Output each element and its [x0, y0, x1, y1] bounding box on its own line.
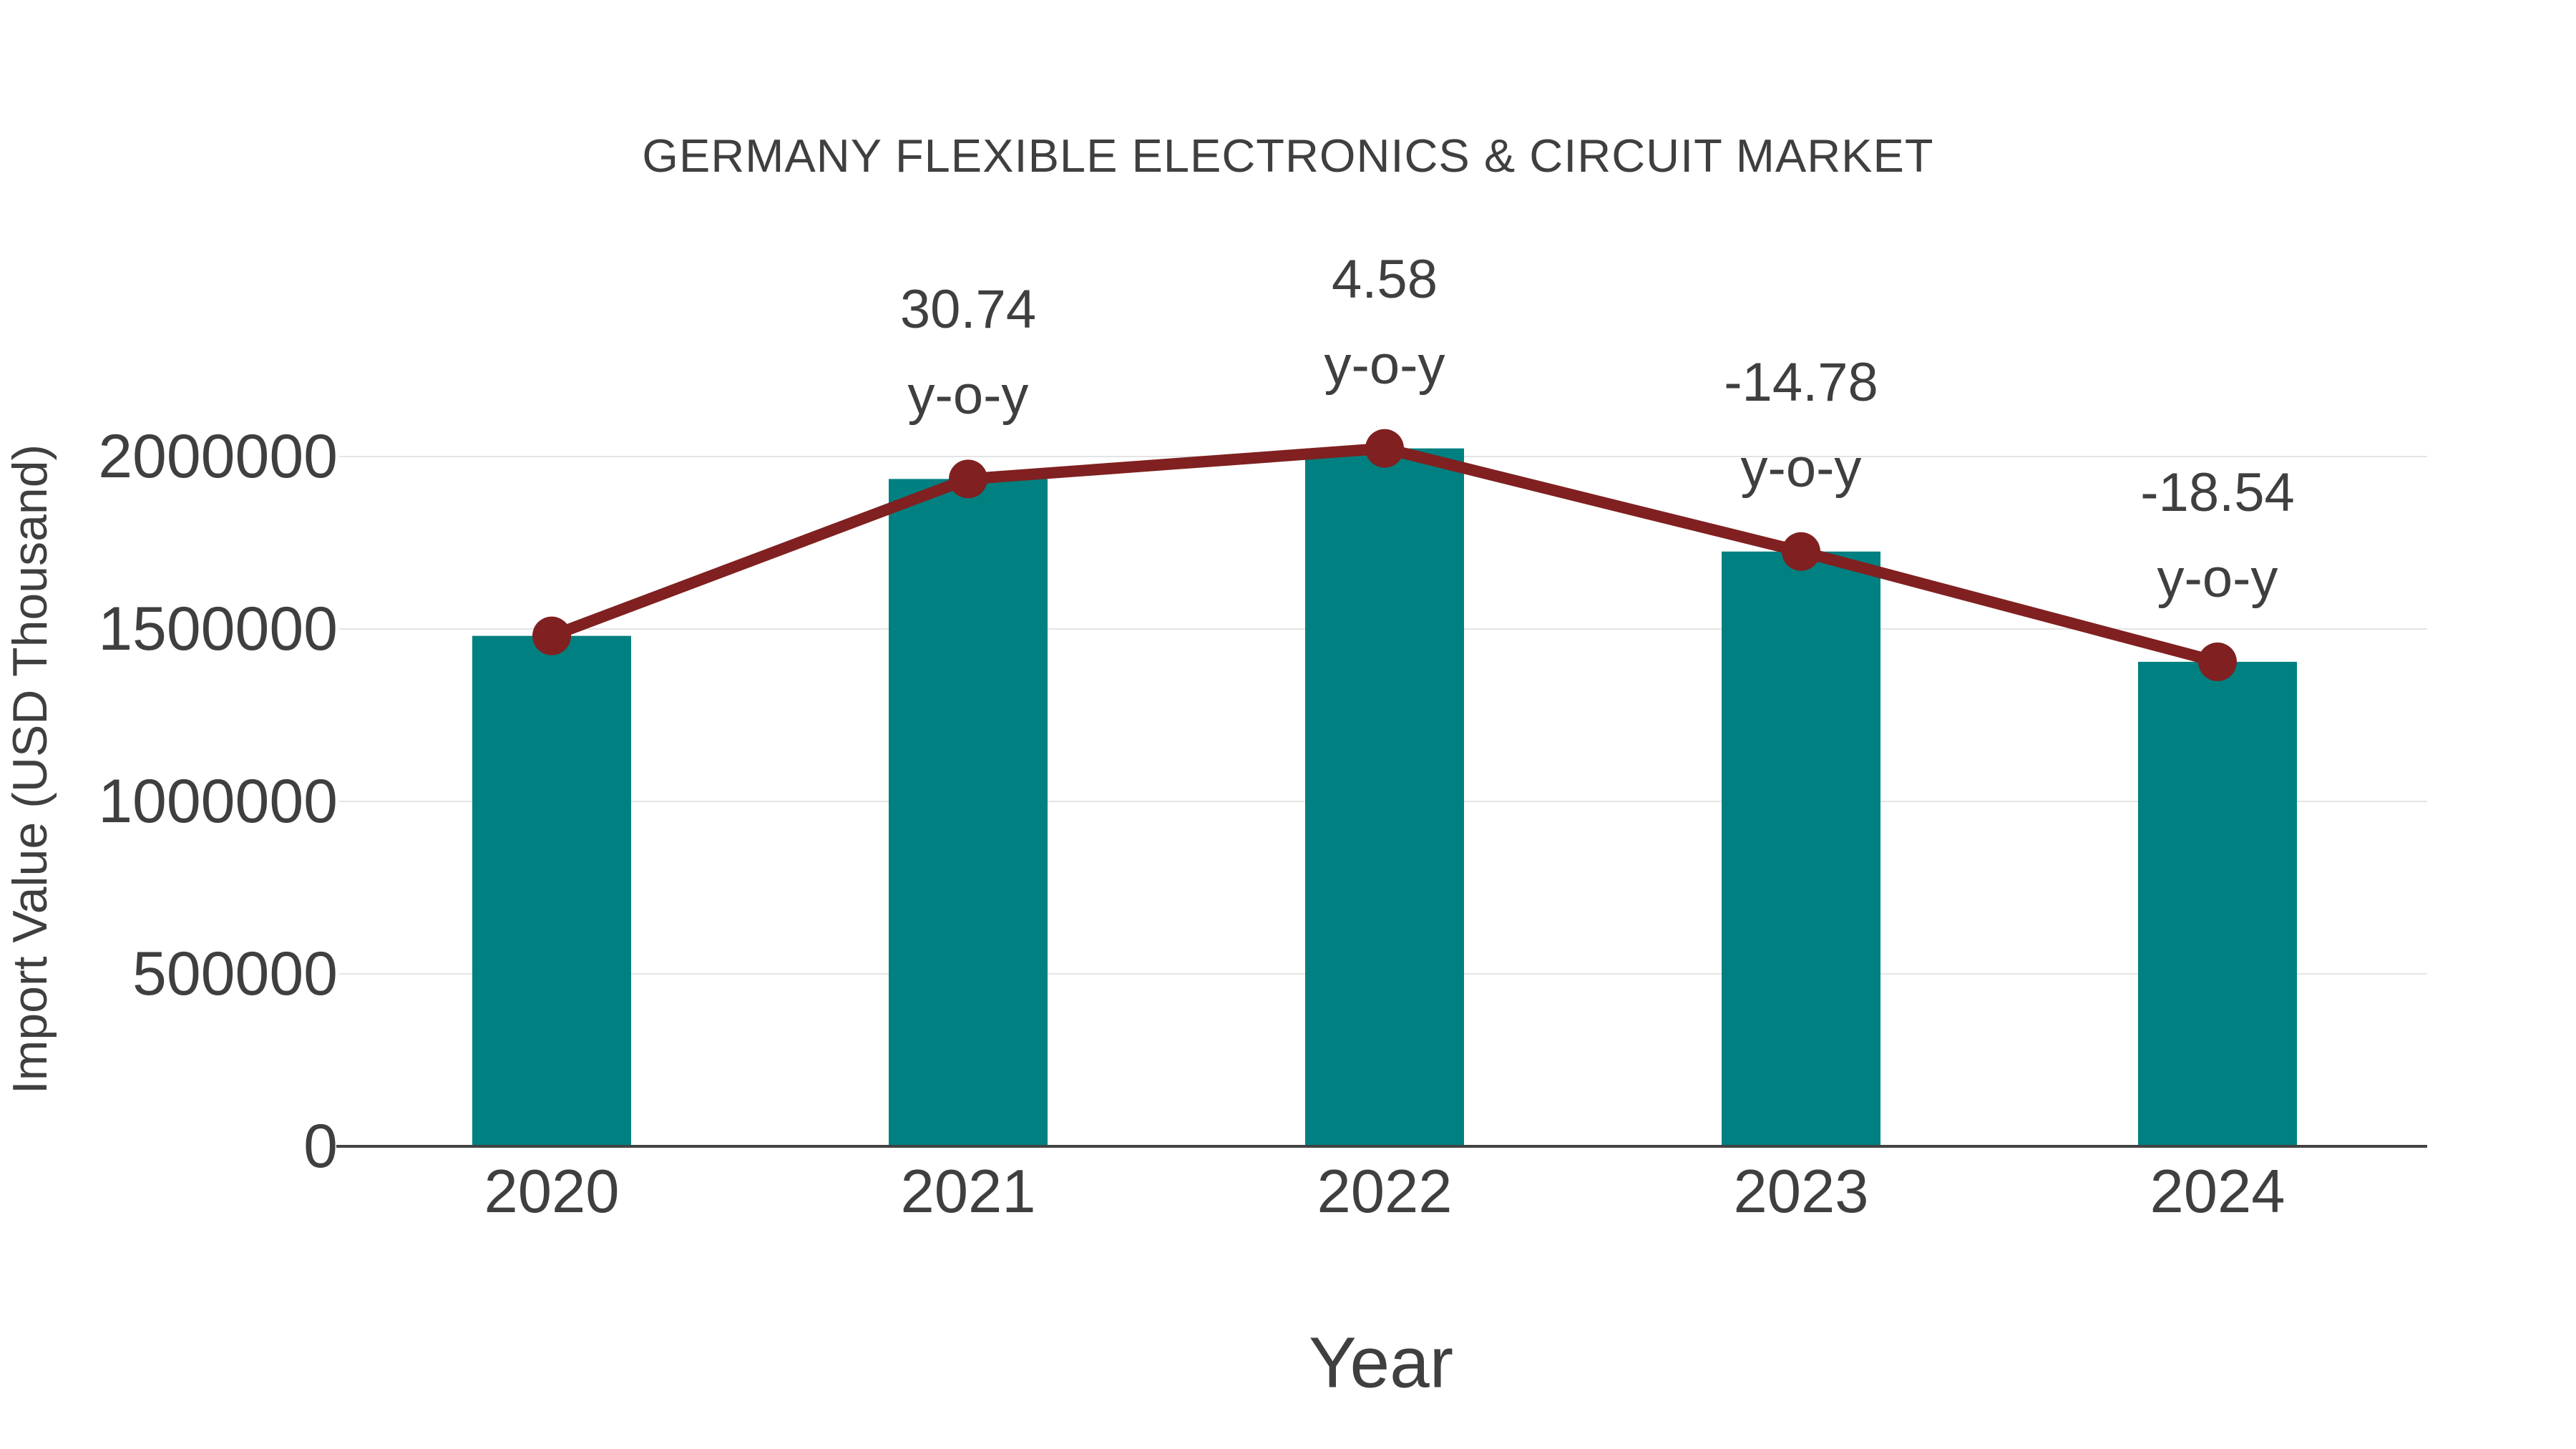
yoy-suffix: y-o-y	[907, 365, 1029, 426]
y-tick-label-500000: 500000	[132, 940, 338, 1008]
yoy-label-2021: 30.74 y-o-y	[900, 267, 1036, 439]
y-tick-label-1000000: 1000000	[98, 767, 338, 836]
yoy-label-2023: -14.78 y-o-y	[1724, 340, 1878, 512]
marker-2024[interactable]	[2198, 642, 2237, 681]
bar-2022[interactable]	[1305, 448, 1464, 1145]
x-tick-label-2024: 2024	[2150, 1158, 2285, 1226]
bar-2020[interactable]	[472, 635, 631, 1145]
marker-2021[interactable]	[949, 459, 987, 499]
y-tick-label-2000000: 2000000	[98, 422, 338, 491]
yoy-suffix: y-o-y	[2157, 547, 2278, 609]
yoy-suffix: y-o-y	[1324, 334, 1445, 396]
yoy-label-2024: -18.54 y-o-y	[2140, 450, 2295, 622]
yoy-value: -18.54	[2140, 462, 2295, 523]
marker-2022[interactable]	[1365, 429, 1404, 468]
bar-2024[interactable]	[2138, 661, 2297, 1145]
x-axis-title: Year	[1308, 1322, 1454, 1403]
bar-2021[interactable]	[889, 479, 1048, 1145]
x-tick-label-2021: 2021	[900, 1158, 1036, 1226]
x-tick-label-2020: 2020	[484, 1158, 620, 1226]
yoy-value: 30.74	[899, 279, 1037, 341]
x-tick-label-2023: 2023	[1733, 1158, 1869, 1226]
marker-2023[interactable]	[1782, 532, 1820, 571]
y-axis-title: Import Value (USD Thousand)	[3, 444, 57, 1095]
bar-2023[interactable]	[1722, 551, 1880, 1145]
yoy-value: -14.78	[1724, 351, 1878, 413]
x-tick-label-2022: 2022	[1317, 1158, 1453, 1226]
marker-2020[interactable]	[532, 616, 571, 655]
y-tick-label-1500000: 1500000	[98, 595, 338, 663]
yoy-label-2022: 4.58 y-o-y	[1324, 237, 1445, 409]
yoy-suffix: y-o-y	[1740, 437, 1862, 499]
y-tick-label-0: 0	[303, 1112, 338, 1181]
yoy-value: 4.58	[1332, 248, 1438, 310]
chart-title: GERMANY FLEXIBLE ELECTRONICS & CIRCUIT M…	[642, 130, 1934, 182]
